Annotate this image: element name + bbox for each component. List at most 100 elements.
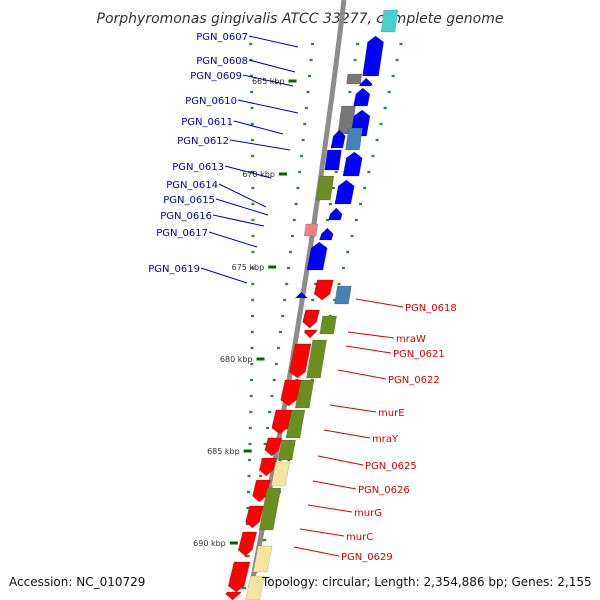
outer-left-dot [250, 90, 254, 94]
outer-left-dot [249, 42, 253, 46]
inner-right-dot [311, 298, 315, 302]
inner-left-dot [311, 42, 315, 46]
inner-left-dot [270, 394, 274, 398]
outer-left-dot [248, 426, 252, 430]
inner-left-dot [287, 266, 291, 270]
gene-arrow-pgn-0613 [334, 179, 355, 205]
outer-left-dot [244, 554, 248, 558]
inner-right-dot [261, 538, 265, 542]
outer-left-dot [251, 154, 255, 158]
inner-right-dot [334, 170, 338, 174]
leader-line [224, 165, 272, 179]
topology-text: Topology: circular; Length: 2,354,886 bp… [261, 575, 592, 589]
olive-block-mraw [319, 315, 337, 335]
feature-blocks [225, 9, 399, 600]
gene-label-right: mraW [396, 334, 426, 345]
inner-left-dot [308, 74, 312, 78]
pink-block [303, 223, 319, 237]
outer-right-dot [341, 266, 345, 270]
inner-left-dot [279, 330, 283, 334]
cyan-block [380, 9, 399, 33]
outer-left-dot [249, 74, 253, 78]
leader-line [347, 331, 395, 339]
olive-block-mure [285, 409, 306, 439]
outer-left-dot [247, 490, 251, 494]
outer-right-dot [387, 90, 391, 94]
outer-left-dot [251, 202, 255, 206]
outer-left-dot [249, 58, 253, 62]
gene-label-right: PGN_0629 [341, 552, 393, 563]
outer-right-dot [263, 538, 267, 542]
outer-right-dot [350, 234, 354, 238]
inner-left-dot [309, 58, 313, 62]
inner-left-dot [299, 154, 303, 158]
gene-arrow-mraw [302, 309, 320, 329]
gene-label-right: PGN_0618 [405, 303, 457, 314]
outer-right-dot [383, 106, 387, 110]
inner-right-dot [348, 90, 352, 94]
gray-block [346, 73, 363, 85]
gene-label-left: PGN_0616 [160, 211, 212, 222]
accession-text: Accession: NC_010729 [9, 575, 145, 589]
outer-left-dot [251, 266, 255, 270]
outer-right-dot [395, 58, 399, 62]
outer-left-dot [251, 250, 255, 254]
gene-arrow-pgn-0609 [353, 87, 371, 107]
gene-labels: PGN_0607 PGN_0608 PGN_0609 PGN_0610 PGN_0611… [148, 32, 456, 563]
gene-arrow-pgn-0617 [319, 227, 334, 241]
gene-arrow-murg [245, 505, 264, 529]
steel-block-pgn-0618 [334, 285, 352, 305]
leader-line [248, 59, 296, 73]
outer-right-dot [354, 218, 358, 222]
leader-line [233, 120, 284, 135]
outer-right-dot [337, 282, 341, 286]
outer-right-dot [375, 138, 379, 142]
inner-left-dot [246, 554, 250, 558]
outer-left-dot [251, 234, 255, 238]
outer-left-dot [248, 458, 252, 462]
map-title: Porphyromonas gingivalis ATCC 33277, com… [97, 11, 504, 27]
outer-left-dot [249, 394, 253, 398]
inner-left-dot [296, 186, 300, 190]
gene-arrow-pgn-0619 [294, 291, 309, 299]
gene-label-left: PGN_0607 [196, 32, 248, 43]
inner-right-dot [314, 282, 318, 286]
outer-left-dot [250, 346, 254, 350]
outer-left-dot [248, 442, 252, 446]
tick-label: 680 kbp [220, 355, 253, 364]
steel-block [345, 127, 363, 151]
gene-arrow-pgn-0626 [252, 479, 271, 503]
inner-left-dot [292, 218, 296, 222]
inner-left-dot [304, 106, 308, 110]
outer-right-dot [371, 154, 375, 158]
gene-label-right: PGN_0622 [388, 375, 440, 386]
outer-right-dot [333, 298, 337, 302]
tick-mark [288, 79, 297, 83]
outer-left-dot [245, 522, 249, 526]
gene-arrow-pgn-0618 [313, 279, 334, 301]
gene-label-right: PGN_0625 [365, 461, 417, 472]
gene-arrow-small [303, 329, 318, 339]
leader-line [293, 546, 340, 557]
inner-left-dot [263, 442, 267, 446]
inner-left-dot [272, 378, 276, 382]
leader-line [242, 74, 294, 87]
outer-left-dot [251, 298, 255, 302]
outer-left-dot [250, 122, 254, 126]
tick-label: 665 kbp [252, 77, 285, 86]
tick-label: 675 kbp [232, 263, 265, 272]
tick-label: 690 kbp [193, 539, 226, 548]
wheat-block [270, 461, 291, 487]
gene-label-left: PGN_0608 [196, 56, 248, 67]
gene-arrow-small [358, 77, 373, 87]
inner-left-dot [283, 298, 287, 302]
gene-label-right: PGN_0626 [358, 485, 410, 496]
gene-label-left: PGN_0612 [177, 136, 229, 147]
leader-line [218, 183, 267, 208]
outer-left-dot [251, 218, 255, 222]
gene-arrow-mray [264, 437, 283, 457]
olive-block [316, 175, 335, 201]
outer-right-dot [379, 122, 383, 126]
gene-label-left: PGN_0617 [156, 228, 208, 239]
tick-label: 685 kbp [207, 447, 240, 456]
